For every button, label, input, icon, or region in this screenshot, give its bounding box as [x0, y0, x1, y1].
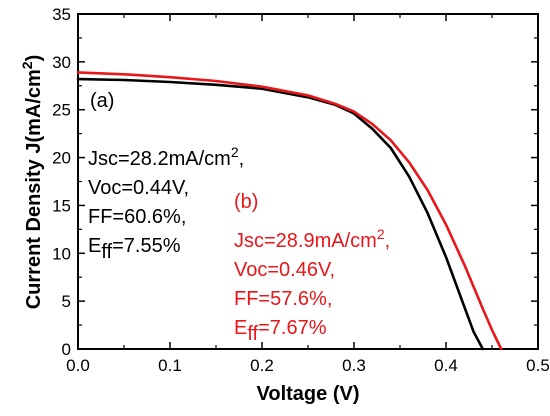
axis-ticks [77, 13, 539, 350]
y-axis-title-tail: ) [23, 55, 45, 62]
annotation-b-ff: FF=57.6%, [234, 288, 332, 310]
x-tick-label: 0.2 [250, 356, 274, 375]
annotation-a-eff-main: E [88, 235, 101, 257]
x-axis-title: Voltage (V) [257, 383, 360, 405]
annotation-a-eff-sub: ff [101, 241, 112, 263]
series-group [76, 71, 503, 351]
x-tick-label: 0.4 [434, 356, 458, 375]
y-tick-label: 15 [52, 196, 71, 215]
annotation-b-jsc-text: Jsc=28.9mA/cm [234, 230, 377, 252]
x-tick-label: 0.0 [66, 356, 90, 375]
annotation-b-label: (b) [234, 191, 258, 213]
y-tick-label: 0 [62, 340, 71, 359]
x-tick-label: 0.3 [342, 356, 366, 375]
y-axis-title-main: Current Density J(mA/cm [23, 69, 45, 309]
annotation-a-jsc-sup: 2 [231, 144, 239, 160]
annotation-a-voc: Voc=0.44V, [88, 177, 189, 199]
annotation-a-jsc: Jsc=28.2mA/cm2, [88, 144, 244, 170]
y-tick-label: 30 [52, 53, 71, 72]
series-line-a [76, 77, 485, 351]
annotation-a-jsc-text: Jsc=28.2mA/cm [88, 148, 231, 170]
annotation-b-voc: Voc=0.46V, [234, 259, 335, 281]
annotation-b-eff-main: E [234, 317, 247, 339]
series-line-b [76, 71, 503, 351]
tick-labels: 0.0 0.1 0.2 0.3 0.4 0.5 0 5 10 15 20 25 30 35 [52, 5, 550, 375]
annotation-b-eff-value: =7.67% [258, 317, 327, 339]
annotation-a-jsc-suffix: , [239, 148, 245, 170]
y-tick-label: 35 [52, 5, 71, 24]
x-tick-label: 0.1 [158, 356, 182, 375]
annotation-a-label: (a) [90, 90, 114, 112]
y-axis-title-sup: 2 [19, 61, 35, 69]
x-tick-label: 0.5 [526, 356, 550, 375]
y-tick-label: 5 [62, 292, 71, 311]
annotation-b-eff: Eff=7.67% [234, 317, 327, 345]
annotation-b-eff-sub: ff [247, 323, 258, 345]
annotation-a: (a) Jsc=28.2mA/cm2, Voc=0.44V, FF=60.6%,… [88, 90, 244, 263]
y-axis-title: Current Density J(mA/cm2) [19, 55, 45, 310]
annotation-b-jsc-sup: 2 [377, 226, 385, 242]
annotation-b-jsc: Jsc=28.9mA/cm2, [234, 226, 390, 252]
y-tick-label: 10 [52, 244, 71, 263]
annotation-a-ff: FF=60.6%, [88, 206, 186, 228]
annotation-a-eff: Eff=7.55% [88, 235, 181, 263]
y-tick-label: 20 [52, 149, 71, 168]
annotation-b-jsc-suffix: , [385, 230, 391, 252]
annotation-b: (b) Jsc=28.9mA/cm2, Voc=0.46V, FF=57.6%,… [234, 191, 390, 345]
y-tick-label: 25 [52, 101, 71, 120]
annotation-a-eff-value: =7.55% [112, 235, 181, 257]
